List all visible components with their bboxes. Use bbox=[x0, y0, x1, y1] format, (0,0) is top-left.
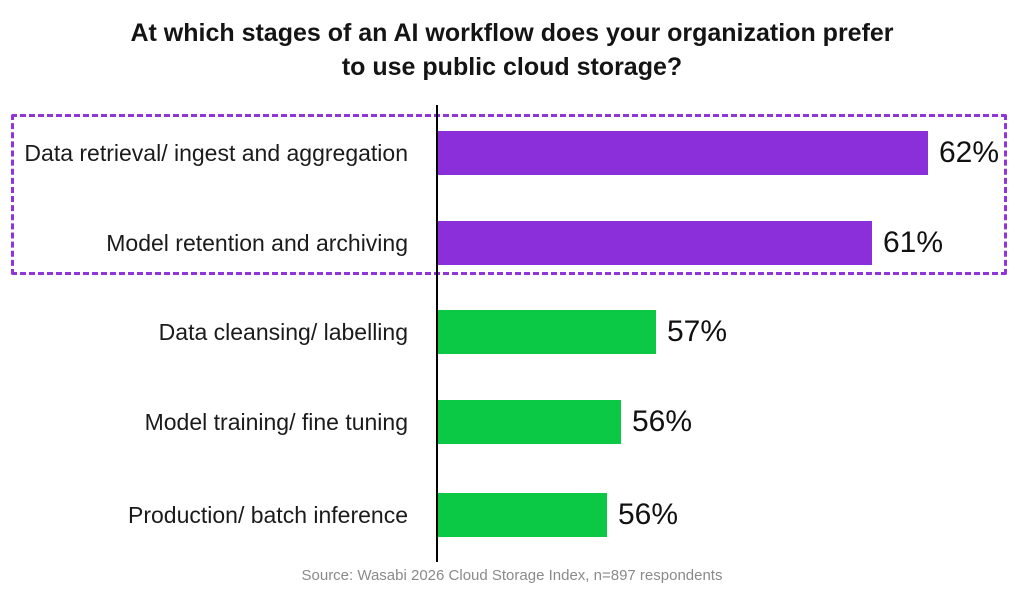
bar bbox=[438, 221, 872, 265]
chart-title-line2: to use public cloud storage? bbox=[341, 53, 683, 81]
bar bbox=[438, 131, 928, 175]
bar-row: Model training/ fine tuning 56% bbox=[0, 400, 1024, 444]
bar-row: Production/ batch inference 56% bbox=[0, 493, 1024, 537]
bar bbox=[438, 493, 607, 537]
value-label: 61% bbox=[883, 226, 944, 259]
value-label: 57% bbox=[667, 315, 728, 348]
bar-row: Data retrieval/ ingest and aggregation 6… bbox=[0, 131, 1024, 175]
category-label: Data cleansing/ labelling bbox=[158, 319, 408, 345]
value-label: 56% bbox=[618, 498, 679, 531]
category-label: Production/ batch inference bbox=[127, 502, 408, 528]
value-label: 56% bbox=[632, 405, 693, 438]
axis-line bbox=[436, 105, 438, 562]
bar-row: Data cleansing/ labelling 57% bbox=[0, 310, 1024, 354]
bar bbox=[438, 400, 621, 444]
category-label: Model retention and archiving bbox=[106, 230, 408, 256]
chart-title-line1: At which stages of an AI workflow does y… bbox=[130, 19, 894, 47]
bar bbox=[438, 310, 656, 354]
bar-row: Model retention and archiving 61% bbox=[0, 221, 1024, 265]
page-title: At which stages of an AI workflow does y… bbox=[0, 16, 1024, 84]
source-note: Source: Wasabi 2026 Cloud Storage Index,… bbox=[301, 567, 723, 584]
category-label: Model training/ fine tuning bbox=[144, 409, 408, 435]
value-label: 62% bbox=[939, 136, 1000, 169]
category-label: Data retrieval/ ingest and aggregation bbox=[24, 140, 408, 166]
